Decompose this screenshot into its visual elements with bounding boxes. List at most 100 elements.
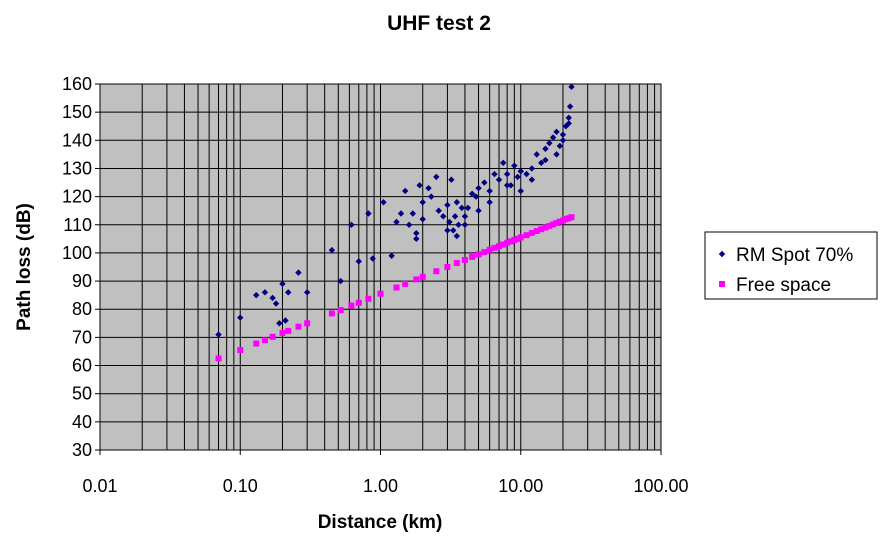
- data-point-diamond: [464, 204, 472, 212]
- data-point-diamond: [451, 213, 459, 220]
- data-point-diamond: [553, 128, 560, 136]
- data-point-diamond: [413, 230, 420, 237]
- data-point-square: [444, 264, 451, 270]
- data-point-diamond: [453, 232, 461, 240]
- data-point-diamond: [272, 300, 280, 307]
- data-point-diamond: [448, 176, 455, 183]
- y-tick-label: 100: [62, 243, 92, 263]
- data-point-diamond: [528, 165, 536, 172]
- data-point-diamond: [461, 221, 469, 228]
- data-point-square: [504, 239, 511, 246]
- chart-title: UHF test 2: [387, 12, 491, 35]
- data-point-diamond: [517, 168, 524, 175]
- data-point-diamond: [495, 176, 503, 183]
- data-point-diamond: [507, 182, 515, 189]
- data-point-diamond: [416, 182, 423, 189]
- data-point-square: [517, 234, 524, 241]
- data-point-diamond: [472, 193, 480, 200]
- data-point-diamond: [397, 210, 405, 217]
- data-point-diamond: [559, 137, 567, 144]
- data-point-diamond: [475, 207, 482, 214]
- data-point-square: [491, 244, 498, 251]
- data-point-diamond: [468, 190, 476, 197]
- data-point-diamond: [237, 314, 244, 321]
- data-point-square: [507, 238, 514, 245]
- data-point-square: [481, 249, 488, 256]
- data-point-diamond: [517, 187, 524, 195]
- data-point-diamond: [542, 145, 549, 152]
- data-point-diamond: [405, 221, 413, 228]
- data-point-diamond: [461, 213, 469, 220]
- data-point-diamond: [433, 173, 440, 181]
- x-tick-label: 1.00: [363, 476, 398, 496]
- y-tick-label: 160: [62, 74, 92, 94]
- data-point-square: [568, 214, 575, 221]
- data-point-diamond: [568, 83, 575, 91]
- data-point-diamond: [503, 182, 511, 189]
- y-tick-label: 150: [62, 102, 92, 122]
- data-point-diamond: [486, 187, 493, 195]
- data-point-square: [253, 340, 260, 347]
- data-point-square: [523, 232, 530, 239]
- x-tick-label: 0.01: [82, 476, 117, 496]
- legend-label-0: RM Spot 70%: [736, 245, 853, 266]
- data-point-diamond: [565, 114, 572, 121]
- data-point-diamond: [511, 162, 518, 169]
- data-point-square: [269, 333, 276, 340]
- y-axis-label: Path loss (dB): [14, 203, 35, 331]
- data-point-square: [542, 224, 549, 231]
- series-1: [215, 214, 575, 362]
- data-point-square: [546, 222, 553, 229]
- data-point-diamond: [285, 289, 292, 296]
- data-point-diamond: [481, 179, 488, 186]
- data-point-diamond: [444, 201, 451, 209]
- data-point-square: [261, 337, 268, 344]
- data-point-square: [453, 260, 460, 267]
- data-point-diamond: [565, 120, 572, 127]
- data-point-diamond: [282, 317, 289, 324]
- legend-marker-1: [719, 281, 725, 287]
- x-tick-label: 0.10: [223, 476, 258, 496]
- data-point-diamond: [542, 156, 549, 164]
- data-point-diamond: [440, 213, 447, 220]
- y-tick-label: 110: [63, 215, 92, 235]
- data-point-diamond: [303, 289, 311, 296]
- data-point-diamond: [453, 199, 461, 206]
- legend: RM Spot 70% Free space: [704, 231, 878, 300]
- data-point-square: [475, 251, 482, 258]
- data-point-square: [337, 307, 344, 314]
- data-point-diamond: [380, 199, 387, 206]
- legend-marker-0: [718, 250, 726, 258]
- y-tick-label: 50: [72, 384, 92, 404]
- data-point-diamond: [546, 139, 553, 147]
- y-tick-label: 70: [72, 327, 92, 347]
- data-point-diamond: [419, 199, 426, 206]
- y-tick-label: 90: [72, 271, 92, 291]
- data-point-diamond: [533, 151, 540, 158]
- data-points: [215, 83, 575, 362]
- data-point-square: [393, 284, 400, 291]
- data-point-square: [496, 243, 503, 250]
- data-point-diamond: [503, 170, 511, 178]
- data-point-diamond: [549, 134, 557, 141]
- data-point-diamond: [553, 151, 560, 158]
- legend-box: [704, 231, 878, 300]
- data-point-square: [377, 290, 384, 297]
- data-point-diamond: [276, 320, 283, 327]
- data-point-square: [553, 220, 560, 227]
- series-0: [215, 83, 575, 338]
- data-point-square: [355, 299, 362, 306]
- data-point-square: [402, 280, 409, 287]
- legend-label-1: Free space: [736, 275, 831, 296]
- data-point-square: [328, 310, 335, 317]
- data-point-diamond: [428, 193, 435, 200]
- data-point-diamond: [486, 199, 493, 206]
- data-point-diamond: [369, 255, 376, 262]
- x-axis-label: Distance (km): [318, 512, 443, 533]
- data-point-diamond: [444, 227, 451, 234]
- y-tick-label: 130: [62, 158, 92, 178]
- y-tick-label: 80: [72, 299, 92, 319]
- data-point-square: [279, 329, 286, 336]
- data-point-square: [419, 273, 426, 280]
